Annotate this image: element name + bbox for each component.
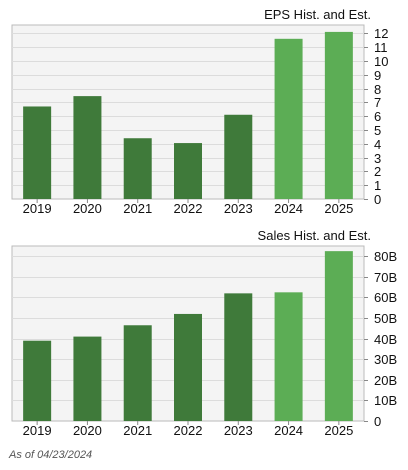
sales-bar [73, 336, 102, 421]
sales-x-tick-label: 2020 [73, 423, 102, 438]
eps-bar [274, 38, 303, 199]
eps-y-tick-label: 7 [374, 95, 381, 110]
eps-x-tick-label: 2025 [324, 201, 353, 216]
eps-x-tick-label: 2019 [23, 201, 52, 216]
sales-y-tick-label: 30B [374, 352, 397, 367]
eps-bar [123, 138, 152, 199]
eps-y-tick-label: 3 [374, 151, 381, 166]
eps-x-tick-label: 2022 [174, 201, 203, 216]
sales-y-tick-label: 10B [374, 393, 397, 408]
sales-y-tick-label: 80B [374, 249, 397, 264]
sales-y-tick-label: 40B [374, 332, 397, 347]
eps-y-tick-label: 10 [374, 54, 388, 69]
sales-x-tick-label: 2021 [123, 423, 152, 438]
eps-bar [73, 96, 102, 199]
sales-bar [123, 325, 152, 421]
sales-bar [23, 340, 52, 421]
sales-bar [174, 313, 202, 421]
eps-x-tick-label: 2021 [123, 201, 152, 216]
sales-chart-title: Sales Hist. and Est. [258, 228, 371, 243]
sales-y-tick-label: 20B [374, 373, 397, 388]
sales-x-tick-label: 2024 [274, 423, 303, 438]
eps-y-tick-label: 5 [374, 123, 381, 138]
eps-bar [174, 143, 202, 199]
sales-y-tick-label: 60B [374, 290, 397, 305]
as-of-date: As of 04/23/2024 [9, 449, 93, 461]
eps-x-tick-label: 2020 [73, 201, 102, 216]
sales-x-tick-label: 2019 [23, 423, 52, 438]
eps-y-tick-label: 8 [374, 82, 381, 97]
eps-chart-title: EPS Hist. and Est. [264, 7, 371, 22]
eps-y-tick-label: 2 [374, 164, 381, 179]
sales-y-tick-label: 70B [374, 270, 397, 285]
eps-x-tick-label: 2024 [274, 201, 303, 216]
sales-x-tick-label: 2023 [224, 423, 253, 438]
eps-bar [324, 31, 353, 200]
sales-x-tick-label: 2022 [174, 423, 203, 438]
sales-y-tick-label: 50B [374, 311, 397, 326]
eps-x-tick-label: 2023 [224, 201, 253, 216]
eps-y-tick-label: 6 [374, 109, 381, 124]
eps-y-tick-label: 4 [374, 137, 381, 152]
eps-y-tick-label: 12 [374, 26, 388, 41]
eps-bar [224, 114, 253, 199]
sales-y-tick-label: 0 [374, 414, 381, 429]
sales-bar [224, 293, 253, 421]
sales-bar [324, 251, 353, 421]
eps-y-tick-label: 9 [374, 68, 381, 83]
eps-y-tick-label: 11 [374, 40, 388, 55]
sales-bar [274, 292, 303, 421]
sales-x-tick-label: 2025 [324, 423, 353, 438]
eps-bar [23, 106, 52, 199]
eps-y-tick-label: 0 [374, 192, 381, 207]
eps-y-tick-label: 1 [374, 178, 381, 193]
